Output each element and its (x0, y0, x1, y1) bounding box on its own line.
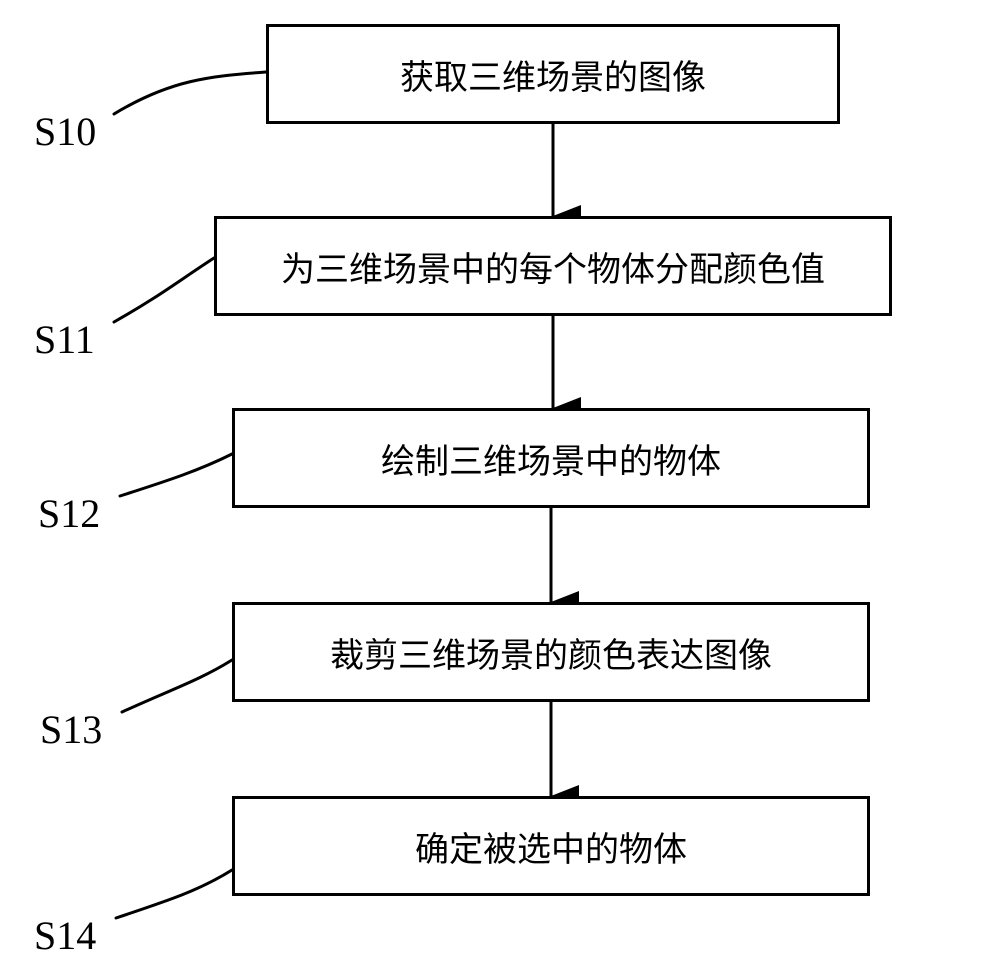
flow-node-text: 绘制三维场景中的物体 (381, 434, 721, 483)
step-label-l0: S10 (34, 108, 96, 155)
flow-node-n0: 获取三维场景的图像 (266, 24, 840, 124)
flow-node-n4: 确定被选中的物体 (232, 796, 870, 896)
label-leader (120, 454, 232, 496)
label-leader (122, 660, 232, 712)
flow-node-n1: 为三维场景中的每个物体分配颜色值 (214, 216, 892, 316)
flow-node-n2: 绘制三维场景中的物体 (232, 408, 870, 508)
flowchart-canvas: 获取三维场景的图像为三维场景中的每个物体分配颜色值绘制三维场景中的物体裁剪三维场… (0, 0, 1000, 977)
label-leader (114, 72, 266, 114)
step-label-l2: S12 (38, 490, 100, 537)
flow-node-text: 确定被选中的物体 (415, 822, 687, 871)
step-label-l1: S11 (34, 316, 95, 363)
label-leader (116, 870, 232, 918)
flow-node-text: 为三维场景中的每个物体分配颜色值 (281, 242, 825, 291)
flow-node-text: 裁剪三维场景的颜色表达图像 (330, 628, 772, 677)
flow-node-text: 获取三维场景的图像 (400, 50, 706, 99)
label-leader (114, 258, 214, 322)
flow-node-n3: 裁剪三维场景的颜色表达图像 (232, 602, 870, 702)
step-label-l4: S14 (34, 912, 96, 959)
step-label-l3: S13 (40, 706, 102, 753)
